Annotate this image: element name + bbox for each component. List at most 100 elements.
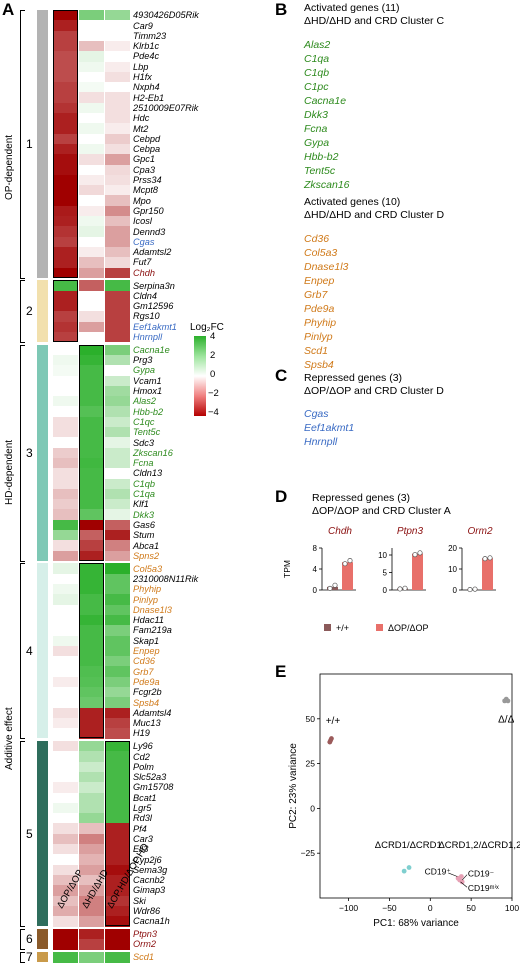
gene-list-item: Scd1 (304, 345, 328, 357)
gene-list-item: Zkscan16 (304, 179, 350, 191)
b-list2-title-a: Activated genes (10) (304, 196, 401, 208)
heatmap-cell (79, 509, 104, 521)
pca-x-axis-label: PC1: 68% variance (373, 918, 459, 929)
d-y-tick-label: 0 (453, 586, 458, 595)
d-y-tick-label: 5 (383, 569, 388, 578)
heatmap-cell (53, 885, 78, 896)
gene-label: Pf4 (133, 823, 147, 834)
pca-annotation-cd19pos: CD19⁺ (425, 867, 452, 877)
heatmap-cell (53, 267, 78, 279)
heatmap-cell (53, 185, 78, 196)
heatmap-cell (79, 635, 104, 647)
heatmap-cell (53, 728, 78, 739)
cluster-bracket (20, 563, 25, 740)
d-point (402, 585, 408, 591)
heatmap-cell (105, 92, 130, 104)
pca-point (406, 865, 412, 870)
pca-x-tick-label: −100 (339, 903, 358, 913)
gene-list-item: C1pc (304, 81, 329, 93)
pca-y-tick-label: 25 (306, 759, 316, 769)
heatmap-cell (79, 331, 104, 343)
heatmap-cell (79, 51, 104, 62)
heatmap-cell (79, 813, 104, 824)
heatmap-cell (79, 437, 104, 448)
heatmap-cell (79, 895, 104, 907)
gene-label: Pde9a (133, 676, 160, 687)
heatmap-cell (79, 267, 104, 279)
gene-label: Ly96 (133, 741, 153, 752)
heatmap-cell (79, 216, 104, 227)
heatmap-cell (105, 195, 130, 207)
b-list1-title-b: ΔHD/ΔHD and CRD Cluster C (304, 15, 445, 27)
heatmap-cell (53, 697, 78, 708)
heatmap-cell (79, 782, 104, 793)
gene-list-item: Grb7 (304, 289, 328, 301)
pca-y-tick-label: 0 (310, 803, 315, 813)
heatmap-cell (53, 656, 78, 667)
d-point (487, 555, 493, 561)
cluster-number: 3 (26, 445, 33, 460)
gene-label: Cgas (133, 236, 155, 247)
heatmap-cell (53, 823, 78, 835)
panel-letter-e: E (275, 662, 287, 681)
gene-label: Hdc (133, 113, 150, 124)
heatmap-cell (105, 676, 130, 688)
heatmap-cell (79, 614, 104, 626)
gene-label: Serpina3n (133, 280, 175, 291)
gene-list-item: Hnrnpll (304, 436, 338, 448)
gene-list-item: Pde9a (304, 303, 335, 315)
heatmap-cell (79, 164, 104, 176)
heatmap-cell (53, 782, 78, 793)
heatmap-cell (53, 246, 78, 258)
group-label-additive-effect: Additive effect (4, 707, 15, 770)
heatmap-cell (105, 20, 130, 31)
heatmap-cell (105, 530, 130, 541)
heatmap-cell (53, 375, 78, 387)
heatmap-cell (53, 195, 78, 207)
heatmap-cell (105, 697, 130, 708)
heatmap-cell (105, 385, 130, 397)
heatmap-cell (79, 246, 104, 258)
pca-annotation-cd19neg: CD19⁻ (468, 868, 495, 878)
gene-label: Col5a3 (133, 563, 163, 574)
heatmap-cell (105, 246, 130, 258)
heatmap-cell (79, 844, 104, 855)
heatmap-cell (53, 102, 78, 114)
heatmap-cell (79, 133, 104, 145)
gene-label: 2510009E07Rik (133, 102, 199, 113)
d-y-tick-label: 4 (313, 565, 318, 574)
d-point (397, 586, 403, 592)
heatmap-cell (79, 864, 104, 876)
gene-label: C1qa (133, 489, 155, 499)
gene-label: Sdc3 (133, 437, 154, 448)
heatmap-cell (105, 300, 130, 312)
heatmap-cell (53, 447, 78, 459)
pca-x-tick-label: 0 (428, 903, 433, 913)
heatmap-cell (79, 874, 104, 886)
heatmap-cell (53, 331, 78, 343)
heatmap-cell (79, 833, 104, 845)
gene-label: Gimap3 (133, 885, 166, 896)
highlight-box (105, 741, 130, 927)
gene-list-item: Gypa (304, 137, 330, 149)
heatmap-cell (79, 666, 104, 678)
d-point (327, 585, 333, 591)
heatmap-cell (105, 833, 130, 845)
gene-label: Dnase1l3 (133, 604, 172, 615)
heatmap-cell (53, 833, 78, 845)
pca-point (329, 736, 334, 741)
heatmap-cell (79, 311, 104, 322)
pca-scatter-plot: −100 −50 0 50 100 −25 0 25 50 PC1: 68% variance PC… (288, 673, 520, 929)
pca-annotation-crd1: ΔCRD1/ΔCRD1 (375, 840, 442, 851)
pca-x-tick-label: 50 (466, 903, 476, 913)
gene-label: Rd3l (133, 813, 152, 824)
heatmap-cell (79, 280, 104, 291)
heatmap-cell (79, 195, 104, 207)
gene-list-item: Cgas (304, 408, 329, 420)
heatmap-cell (53, 928, 78, 940)
heatmap-cell (105, 928, 130, 940)
gene-label: Ell3 (133, 844, 149, 855)
d-y-tick-label: 10 (448, 565, 457, 574)
cluster-bar (37, 10, 48, 278)
gene-label: Gpc1 (133, 154, 155, 165)
